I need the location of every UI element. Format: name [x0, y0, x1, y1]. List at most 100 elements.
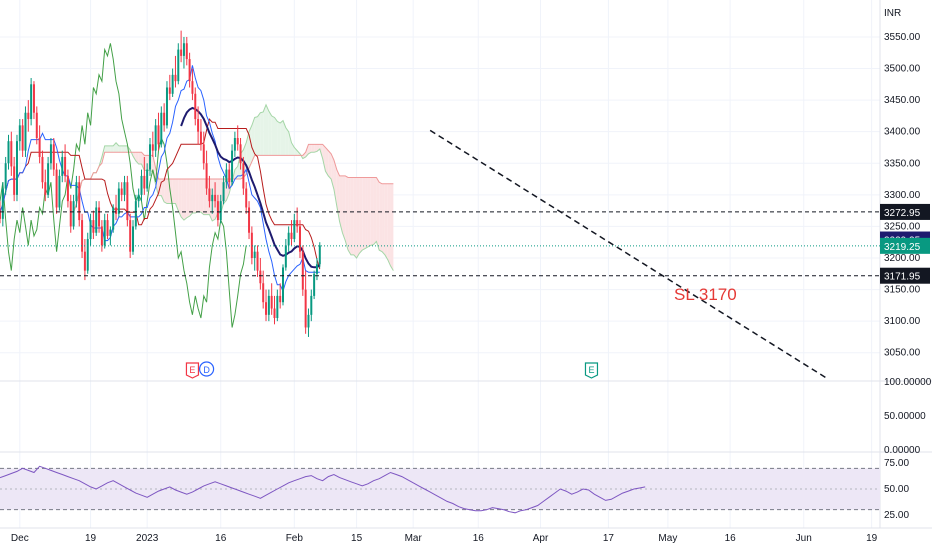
candle: [310, 289, 313, 322]
cloud-segment: [164, 179, 167, 204]
cloud-segment: [390, 183, 394, 271]
price-tag-label: 3171.95: [884, 272, 921, 283]
rsi-tick-label: 50.00: [884, 484, 909, 495]
marker-label: E: [588, 365, 594, 375]
candle-body: [180, 49, 183, 56]
candle: [256, 245, 259, 277]
stop-loss-annotation: SL 3170: [674, 285, 737, 304]
cloud-segment: [212, 179, 216, 221]
cloud-segment: [328, 150, 332, 180]
candle: [106, 213, 109, 240]
cloud-segment: [107, 145, 111, 153]
candle: [165, 81, 168, 129]
candle: [137, 188, 140, 208]
candle-body: [55, 169, 58, 208]
candle: [262, 270, 265, 309]
cloud-segment: [172, 179, 176, 204]
candle-body: [315, 264, 318, 274]
cloud-segment: [195, 179, 199, 213]
cloud-segment: [181, 179, 184, 221]
candle: [185, 36, 188, 66]
candle-body: [236, 138, 239, 145]
price-tag-bg: [880, 203, 930, 220]
candle: [132, 220, 135, 255]
candle: [228, 163, 231, 189]
candle: [75, 175, 78, 208]
cloud-segment: [121, 145, 125, 153]
candle: [191, 68, 194, 101]
candle-body: [214, 194, 217, 202]
candle: [69, 194, 72, 233]
rsi-pane: [0, 465, 880, 514]
cloud-segment: [251, 117, 255, 162]
candle: [66, 169, 69, 208]
price-tag-label: 3219.25: [884, 242, 921, 253]
cloud-segment: [291, 142, 295, 156]
cloud-segment: [348, 177, 351, 255]
candle: [109, 226, 112, 246]
cloud-segment: [294, 147, 298, 156]
candle-body: [78, 182, 81, 221]
candle: [313, 270, 316, 300]
candle-body: [126, 182, 129, 221]
cloud-segment: [342, 175, 346, 241]
candle-body: [267, 295, 270, 315]
marker-shape: [584, 362, 599, 379]
candle-body: [177, 49, 180, 82]
price-tick-label: 3250.00: [884, 221, 921, 232]
candle: [7, 134, 10, 170]
candle: [157, 112, 160, 151]
cloud-segment: [274, 117, 278, 156]
candle-body: [61, 156, 64, 176]
candle-body: [117, 188, 120, 214]
candle-body: [250, 232, 253, 258]
candle: [205, 150, 208, 195]
cloud-segment: [104, 145, 108, 153]
candle-body: [259, 270, 262, 284]
candle: [276, 289, 279, 322]
candle: [188, 52, 191, 88]
cloud-segment: [118, 145, 122, 153]
candle: [211, 188, 214, 214]
earnings-marker: E: [584, 362, 599, 379]
candle: [290, 220, 293, 246]
candle: [293, 213, 296, 243]
candle: [279, 283, 282, 309]
candle: [117, 182, 120, 217]
candle: [225, 163, 228, 189]
cloud-segment: [370, 177, 374, 246]
cloud-segment: [175, 179, 179, 211]
candle-body: [188, 59, 191, 82]
cloud-segment: [254, 116, 258, 156]
marker-label: E: [189, 365, 195, 375]
cloud-segment: [198, 179, 201, 213]
candle-body: [233, 138, 236, 151]
candle-body: [47, 163, 50, 195]
candle: [1, 182, 4, 227]
candle-body: [4, 163, 7, 189]
cloud-segment: [387, 183, 391, 266]
candle-body: [103, 220, 106, 246]
cloud-segment: [268, 111, 272, 156]
candle: [318, 242, 321, 268]
candle: [233, 131, 236, 157]
leading-span-a: [73, 103, 394, 271]
candle-body: [24, 112, 27, 151]
candle: [199, 119, 202, 151]
candle-body: [92, 220, 95, 233]
candle-body: [21, 125, 24, 151]
price-tick-label: 3350.00: [884, 158, 921, 169]
candle-body: [83, 251, 86, 271]
candle: [174, 55, 177, 88]
candle-body: [106, 220, 109, 236]
cloud-segment: [263, 104, 267, 156]
grid: [0, 0, 932, 529]
candle: [259, 258, 262, 290]
candle-body: [245, 188, 248, 208]
candle: [41, 150, 44, 189]
candle: [248, 201, 251, 240]
candle: [61, 150, 64, 183]
candle: [89, 213, 92, 246]
candle: [208, 175, 211, 208]
volume-tick-label: 50.00000: [884, 411, 926, 422]
